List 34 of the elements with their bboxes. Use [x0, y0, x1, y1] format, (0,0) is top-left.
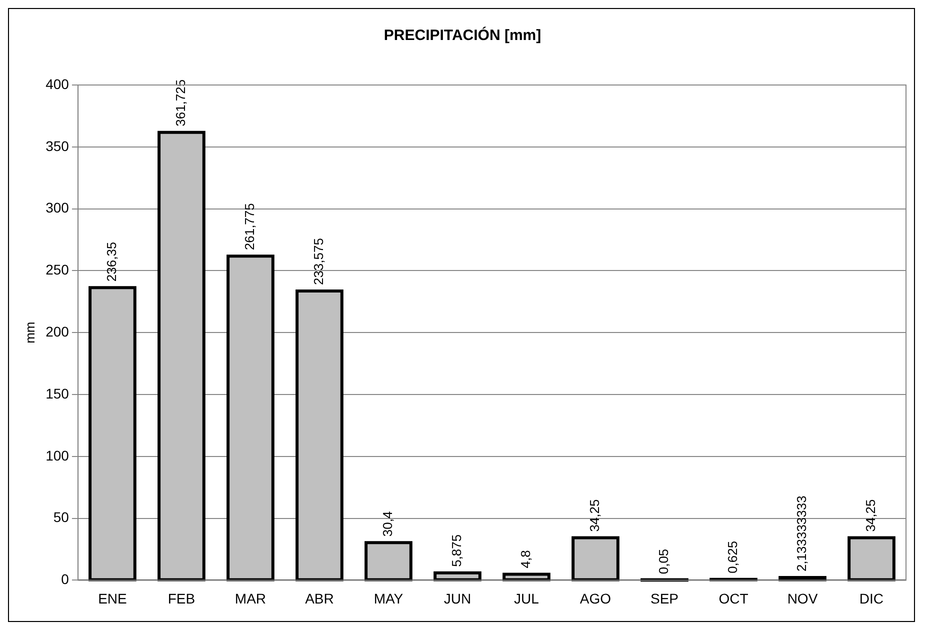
data-label: 4,8	[518, 550, 534, 568]
y-tick-label: 200	[46, 323, 70, 340]
data-label: 261,775	[242, 203, 258, 250]
y-tick-label: 100	[46, 447, 70, 464]
data-label: 34,25	[587, 499, 602, 532]
data-label: 0,625	[725, 540, 740, 574]
chart-title: PRECIPITACIÓN [mm]	[384, 26, 542, 44]
x-tick-label: MAR	[234, 590, 266, 606]
data-label: 0,05	[656, 548, 672, 574]
data-label: 236,35	[104, 242, 120, 282]
y-tick-label: 300	[46, 200, 70, 216]
data-label: 2,133333333	[794, 496, 810, 572]
y-tick-label: 250	[46, 262, 70, 278]
x-tick-label: FEB	[168, 590, 196, 606]
y-axis-title: mm	[22, 322, 38, 344]
data-label: 30,4	[380, 511, 396, 537]
y-tick-label: 350	[46, 138, 70, 154]
x-tick-label: ENE	[98, 590, 127, 606]
data-label: 5,875	[449, 534, 464, 567]
x-tick-label: OCT	[718, 590, 749, 606]
x-tick-label: ABR	[305, 590, 334, 606]
x-tick-label: AGO	[580, 590, 612, 606]
data-label: 233,575	[311, 238, 326, 286]
x-tick-label: JUL	[514, 590, 540, 606]
y-tick-label: 400	[46, 76, 70, 92]
x-tick-label: JUN	[444, 590, 472, 606]
y-tick-label: 50	[53, 509, 70, 526]
x-tick-label: SEP	[650, 590, 678, 606]
data-label: 34,25	[863, 499, 878, 532]
x-tick-label: DIC	[859, 590, 884, 606]
x-tick-label: MAY	[374, 590, 404, 606]
y-tick-label: 150	[46, 385, 70, 402]
x-tick-label: NOV	[787, 590, 818, 606]
y-tick-label: 0	[61, 571, 70, 588]
